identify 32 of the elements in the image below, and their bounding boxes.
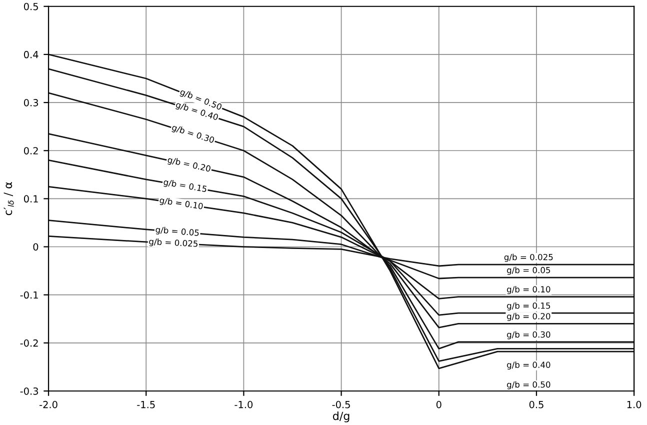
y-tick-label: 0.1: [24, 195, 38, 203]
text: g/b = 0.05: [507, 266, 550, 275]
text: g/b = 0.10: [507, 286, 550, 294]
x-tick-label: 0.5: [529, 400, 544, 408]
text: g/b = 0.15: [163, 178, 207, 194]
text: g/b = 0.50: [507, 381, 550, 390]
x-axis-title: d/g: [332, 412, 350, 422]
x-tick-label: 0: [436, 400, 442, 408]
text: g/b = 0.20: [167, 156, 211, 174]
text: g/b = 0.15: [507, 302, 550, 310]
text: g/b = 0.025: [504, 254, 553, 262]
x-tick-label: -1.5: [137, 401, 155, 408]
text: g/b = 0.40: [507, 361, 550, 370]
x-tick-label: 1.0: [627, 400, 642, 408]
x-tick-label: -0.5: [332, 400, 350, 408]
y-tick-label: 0.3: [24, 99, 38, 106]
text: g/b = 0.30: [507, 331, 550, 340]
y-tick-label: -0.2: [20, 339, 38, 347]
y-tick-label: 0.4: [24, 50, 38, 58]
y-tick-label: 0.5: [24, 2, 38, 10]
x-tick-label: -2.0: [40, 400, 58, 408]
x-tick-label: -1.0: [234, 400, 253, 408]
series-label: g/b = 0.025: [148, 238, 198, 249]
series-label: g/b = 0.05: [155, 226, 199, 238]
y-axis-title: c′$_{lδ}$ / α: [4, 182, 14, 216]
y-tick-label: 0.2: [24, 147, 38, 154]
text: g/b = 0.10: [159, 196, 204, 212]
text: g/b = 0.30: [171, 124, 215, 145]
text: g/b = 0.20: [507, 312, 550, 321]
y-tick-label: 0: [33, 243, 38, 251]
y-tick-label: -0.1: [20, 291, 38, 299]
y-tick-label: -0.3: [20, 387, 38, 395]
